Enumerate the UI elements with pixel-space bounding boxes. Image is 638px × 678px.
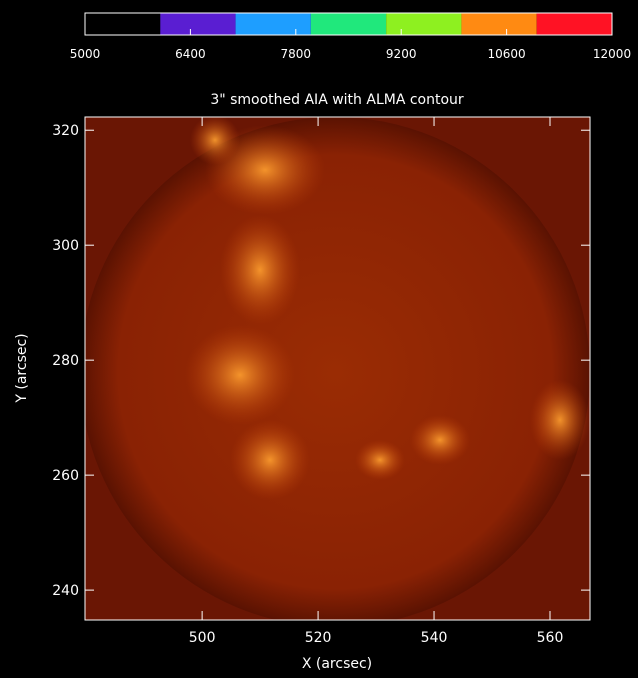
- colorbar-segment: [160, 13, 236, 35]
- colorbar-segment: [310, 13, 387, 35]
- colorbar-tick-label: 5000: [70, 47, 101, 61]
- y-tick-label: 320: [52, 123, 79, 139]
- colorbar-tick-label: 12000: [593, 47, 631, 61]
- x-tick-label: 500: [189, 630, 216, 646]
- y-axis-label: Y (arcsec): [14, 333, 30, 403]
- colorbar-segment: [85, 13, 161, 35]
- colorbar-segment: [386, 13, 462, 35]
- chart-title: 3" smoothed AIA with ALMA contour: [210, 92, 464, 108]
- axes-frame: [84, 116, 591, 621]
- colorbar-frame: [84, 12, 613, 36]
- image: [85, 117, 590, 620]
- colorbar-segment: [235, 13, 311, 35]
- x-axis-label: X (arcsec): [302, 656, 372, 672]
- colorbar-tick-label: 7800: [281, 47, 312, 61]
- y-tick-label: 280: [52, 353, 79, 369]
- x-tick-label: 560: [537, 630, 564, 646]
- y-tick-label: 240: [52, 583, 79, 599]
- colorbar-tick-label: 9200: [386, 47, 417, 61]
- y-tick-label: 300: [52, 238, 79, 254]
- colorbar-tick-label: 10600: [488, 47, 526, 61]
- colorbar: 5000 6400 7800 9200 10600 12000: [70, 12, 631, 61]
- y-tick-label: 260: [52, 468, 79, 484]
- colorbar-segment: [536, 13, 612, 35]
- colorbar-segment: [461, 13, 537, 35]
- x-tick-label: 520: [305, 630, 332, 646]
- colorbar-tick-label: 6400: [175, 47, 206, 61]
- x-tick-label: 540: [421, 630, 448, 646]
